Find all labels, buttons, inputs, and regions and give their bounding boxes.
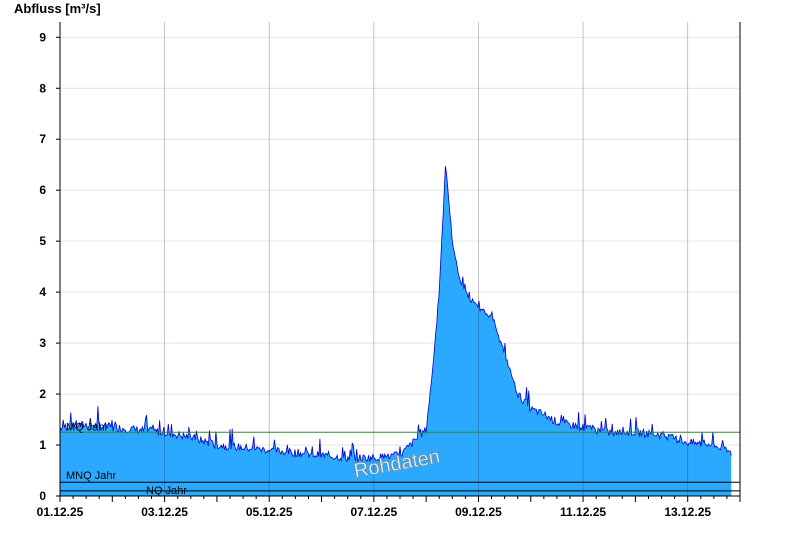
y-tick-label: 3	[39, 336, 46, 350]
discharge-line	[59, 166, 732, 463]
y-tick-label: 9	[39, 30, 46, 44]
x-tick-label: 13.12.25	[664, 505, 711, 519]
discharge-area	[60, 166, 732, 496]
x-tick-label: 03.12.25	[141, 505, 188, 519]
reference-line-label: NQ Jahr	[146, 485, 187, 497]
y-tick-label: 7	[39, 132, 46, 146]
y-tick-label: 8	[39, 81, 46, 95]
y-tick-label: 6	[39, 183, 46, 197]
x-tick-label: 09.12.25	[455, 505, 502, 519]
x-tick-label: 05.12.25	[246, 505, 293, 519]
y-tick-label: 2	[39, 387, 46, 401]
y-axis-label: Abfluss [m³/s]	[14, 1, 101, 16]
x-tick-label: 11.12.25	[560, 505, 606, 519]
reference-line-label: MNQ Jahr	[66, 470, 116, 482]
y-tick-label: 5	[39, 234, 46, 248]
x-tick-label: 07.12.25	[350, 505, 397, 519]
y-tick-label: 0	[39, 489, 46, 503]
y-tick-label: 4	[39, 285, 46, 299]
reference-line-label: MQ Jahr	[66, 421, 109, 433]
x-tick-label: 01.12.25	[37, 505, 84, 519]
y-tick-label: 1	[39, 438, 46, 452]
